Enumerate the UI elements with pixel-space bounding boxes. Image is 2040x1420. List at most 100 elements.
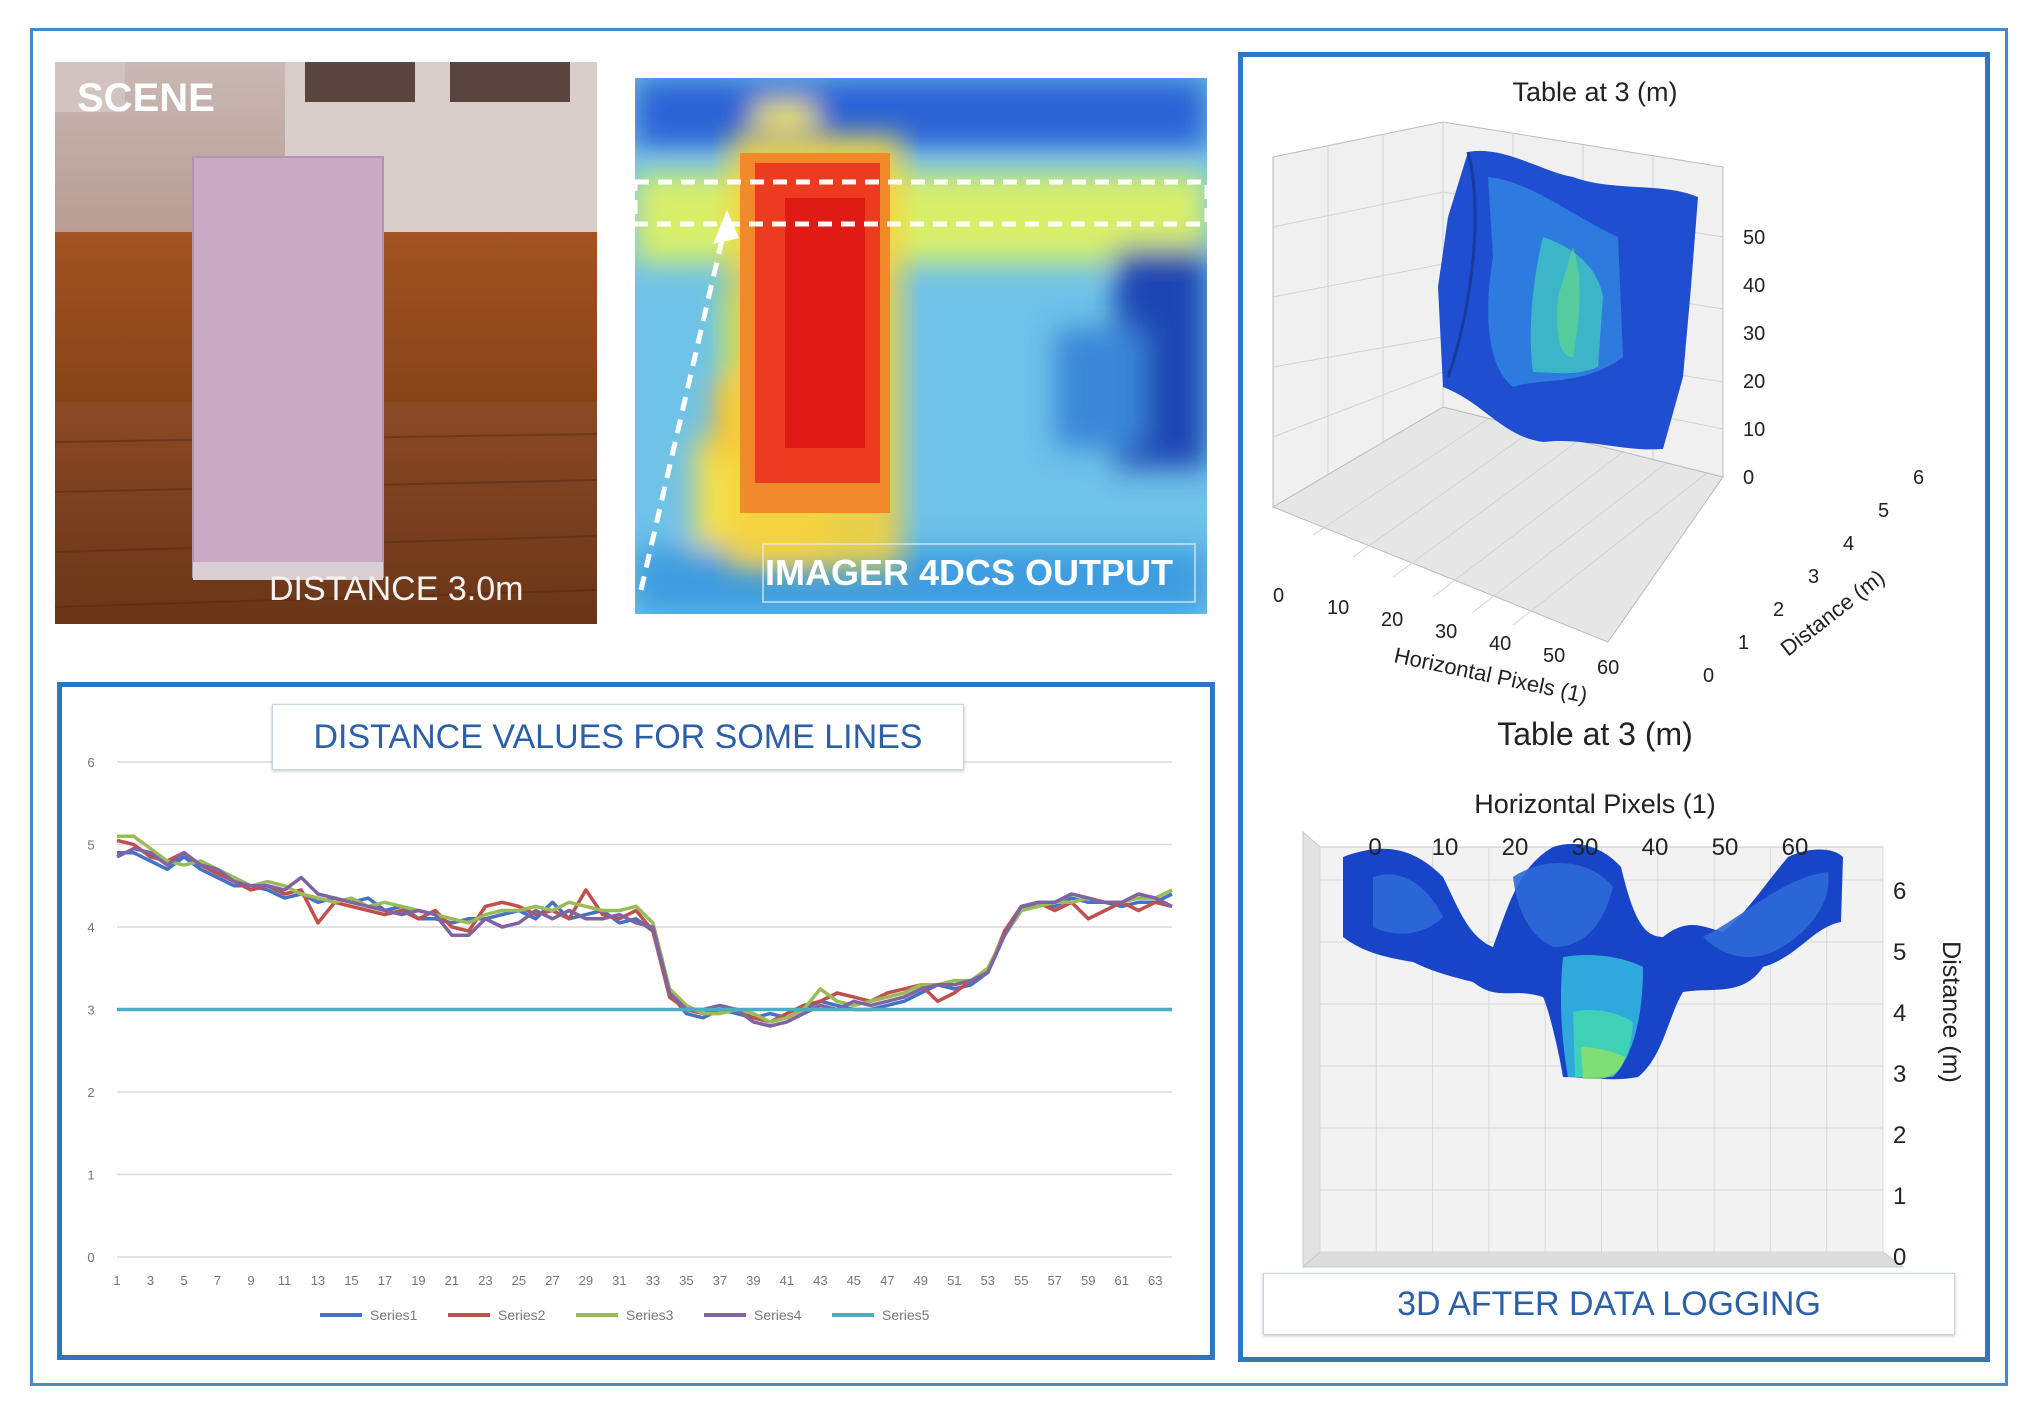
x-tick-label: 50: [1543, 645, 1565, 667]
y-tick-label: 4: [87, 920, 94, 935]
z-tick-label: 1: [1893, 1183, 1906, 1210]
x-tick-label: 51: [947, 1273, 961, 1288]
x-tick-label: 49: [914, 1273, 928, 1288]
x-tick-label: 40: [1489, 633, 1511, 655]
x-tick-label: 33: [646, 1273, 660, 1288]
z-tick-label: 10: [1743, 419, 1765, 441]
z-tick-label: 20: [1743, 371, 1765, 393]
scene-distance-label: DISTANCE 3.0m: [269, 570, 524, 608]
y-tick-label: 5: [1878, 500, 1889, 522]
bottom-3d-plot: Table at 3 (m) Horizontal Pixels (1) 0 10…: [1301, 716, 1965, 1271]
imager-label: IMAGER 4DCS OUTPUT: [765, 552, 1174, 593]
y-tick-label: 4: [1843, 533, 1854, 555]
bottom-3d-x-ticks: 0 10 20 30 40 50 60: [1368, 834, 1808, 861]
x-tick-label: 1: [113, 1273, 120, 1288]
x-tick-label: 10: [1327, 597, 1349, 619]
x-tick-label: 35: [679, 1273, 693, 1288]
x-tick-label: 37: [713, 1273, 727, 1288]
x-tick-label: 11: [278, 1273, 292, 1288]
bottom-3d-zlabel: Distance (m): [1937, 941, 1965, 1083]
x-tick-label: 41: [780, 1273, 794, 1288]
x-tick-label: 53: [981, 1273, 995, 1288]
z-tick-label: 5: [1893, 939, 1906, 966]
x-tick-label: 17: [378, 1273, 392, 1288]
y-tick-label: 1: [1738, 632, 1749, 654]
legend-label: Series4: [754, 1307, 802, 1323]
x-tick-label: 31: [612, 1273, 626, 1288]
series-line-4: [116, 846, 1173, 1028]
x-tick-label: 3: [147, 1273, 154, 1288]
x-tick-label: 40: [1642, 834, 1669, 861]
x-tick-label: 30: [1435, 621, 1457, 643]
series-line-2: [116, 838, 1173, 1024]
z-tick-label: 0: [1893, 1244, 1906, 1271]
legend-label: Series3: [626, 1307, 674, 1323]
x-tick-label: 60: [1597, 657, 1619, 679]
scene-label: SCENE: [77, 76, 215, 120]
x-tick-label: 21: [445, 1273, 459, 1288]
x-tick-label: 63: [1148, 1273, 1162, 1288]
bottom-3d-caption: 3D AFTER DATA LOGGING: [1263, 1273, 1955, 1335]
top-3d-plot: Table at 3 (m): [1271, 77, 1924, 708]
scene-illustration: [55, 62, 597, 624]
z-tick-label: 6: [1893, 878, 1906, 905]
x-tick-label: 9: [247, 1273, 254, 1288]
x-tick-label: 13: [311, 1273, 325, 1288]
top-3d-x-ticks: 0 10 20 30 40 50 60: [1273, 585, 1619, 679]
x-tick-label: 59: [1081, 1273, 1095, 1288]
x-tick-label: 25: [512, 1273, 526, 1288]
x-tick-label: 10: [1432, 834, 1459, 861]
series-line-3: [117, 834, 1173, 1024]
y-tick-label: 1: [87, 1168, 94, 1183]
y-tick-label: 0: [1703, 665, 1714, 687]
x-tick-label: 29: [579, 1273, 593, 1288]
x-tick-label: 39: [746, 1273, 760, 1288]
y-tick-label: 2: [87, 1085, 94, 1100]
three-d-plots: Table at 3 (m): [1271, 77, 1965, 1271]
y-tick-label: 6: [87, 755, 94, 770]
x-tick-label: 60: [1782, 834, 1809, 861]
x-tick-label: 23: [478, 1273, 492, 1288]
line-chart-title: DISTANCE VALUES FOR SOME LINES: [272, 704, 964, 770]
x-tick-label: 20: [1502, 834, 1529, 861]
top-3d-y-ticks: 0 1 2 3 4 5 6: [1703, 467, 1924, 687]
bottom-3d-xlabel: Horizontal Pixels (1): [1474, 789, 1716, 819]
x-tick-label: 20: [1381, 609, 1403, 631]
z-tick-label: 0: [1743, 467, 1754, 489]
z-tick-label: 30: [1743, 323, 1765, 345]
figure-frame: [30, 28, 2008, 1386]
legend-label: Series1: [370, 1307, 418, 1323]
x-tick-label: 5: [180, 1273, 187, 1288]
top-3d-ylabel: Distance (m): [1776, 564, 1890, 660]
legend-label: Series2: [498, 1307, 546, 1323]
z-tick-label: 3: [1893, 1061, 1906, 1088]
z-tick-label: 40: [1743, 275, 1765, 297]
y-tick-label: 0: [87, 1250, 94, 1265]
z-tick-label: 4: [1893, 1000, 1906, 1027]
x-tick-label: 0: [1273, 585, 1284, 607]
series-line-1: [117, 850, 1173, 1020]
bottom-3d-title: Table at 3 (m): [1497, 716, 1693, 752]
x-tick-label: 57: [1048, 1273, 1062, 1288]
x-tick-label: 45: [847, 1273, 861, 1288]
imager-heatmap-image: [635, 78, 1207, 614]
y-tick-label: 5: [87, 838, 94, 853]
x-tick-label: 43: [813, 1273, 827, 1288]
bottom-3d-z-ticks: 0 1 2 3 4 5 6: [1893, 878, 1906, 1271]
top-3d-title: Table at 3 (m): [1512, 77, 1677, 107]
x-tick-label: 19: [411, 1273, 425, 1288]
legend-label: Series5: [882, 1307, 930, 1323]
y-tick-label: 3: [87, 1003, 94, 1018]
y-tick-label: 6: [1913, 467, 1924, 489]
imager-heatmap: IMAGER 4DCS OUTPUT: [635, 78, 1207, 614]
x-tick-label: 15: [344, 1273, 358, 1288]
x-tick-label: 50: [1712, 834, 1739, 861]
z-tick-label: 50: [1743, 227, 1765, 249]
x-tick-label: 55: [1014, 1273, 1028, 1288]
x-tick-label: 47: [880, 1273, 894, 1288]
x-tick-label: 7: [214, 1273, 221, 1288]
scene-photo: SCENE DISTANCE 3.0m: [55, 62, 597, 624]
x-tick-label: 27: [545, 1273, 559, 1288]
z-tick-label: 2: [1893, 1122, 1906, 1149]
